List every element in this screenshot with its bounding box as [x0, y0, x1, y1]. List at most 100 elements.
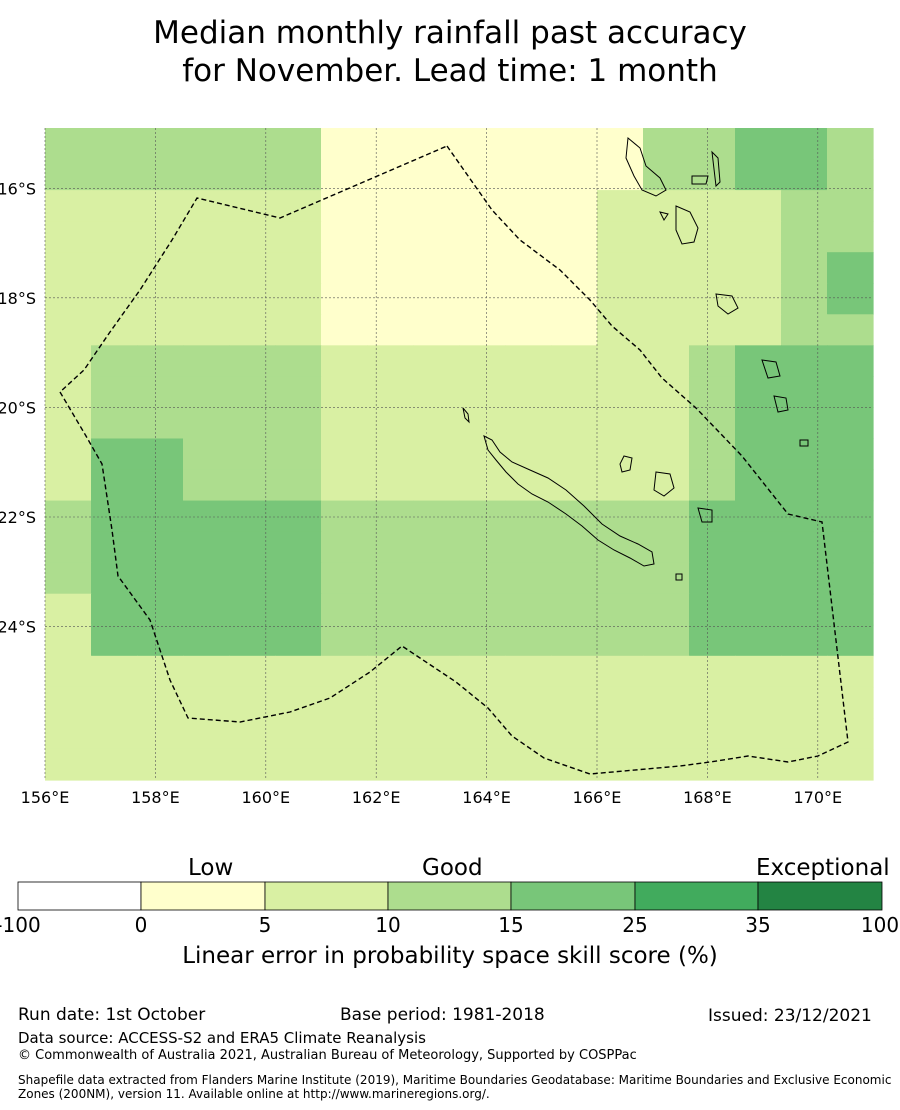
grid-cell — [183, 531, 230, 564]
colorbar-segment — [510, 881, 636, 911]
grid-cell — [597, 376, 644, 409]
grid-cell — [505, 717, 552, 750]
grid-cell — [459, 252, 506, 284]
grid-cell — [137, 717, 184, 750]
grid-cell — [229, 624, 276, 657]
grid-cell — [689, 686, 736, 719]
ambae — [691, 175, 709, 185]
grid-cell — [597, 500, 644, 533]
grid-cell — [781, 655, 828, 688]
grid-cell — [183, 686, 230, 719]
grid-cell — [91, 128, 138, 160]
grid-cell — [413, 345, 460, 377]
grid-cell — [183, 221, 230, 253]
grid-cell — [689, 655, 736, 688]
grid-cell — [597, 686, 644, 719]
grid-cell — [367, 283, 414, 315]
grid-cell — [45, 624, 92, 657]
grid-cell — [643, 469, 690, 502]
grid-cell — [827, 686, 874, 719]
grid-cell — [735, 252, 782, 284]
colorbar-category-exceptional: Exceptional — [756, 855, 890, 881]
grid-cell — [689, 407, 736, 440]
grid-cell — [551, 376, 598, 409]
grid-cell — [781, 190, 828, 222]
grid-cell — [597, 407, 644, 440]
grid-cell — [827, 717, 874, 750]
grid-cell — [597, 314, 644, 346]
grid-cell — [781, 314, 828, 346]
grid-cell — [183, 500, 230, 533]
grid-cell — [183, 717, 230, 750]
grid-cell — [91, 252, 138, 284]
grid-cell — [505, 438, 552, 471]
grid-cell — [183, 128, 230, 160]
grid-cell — [321, 531, 368, 564]
grid-cell — [229, 159, 276, 191]
data-source: Data source: ACCESS-S2 and ERA5 Climate … — [18, 1029, 426, 1047]
longitude-label: 156°E — [21, 788, 70, 807]
grid-cell — [735, 438, 782, 471]
grid-cell — [183, 376, 230, 409]
grid-cell — [367, 624, 414, 657]
grid-cell — [367, 221, 414, 253]
longitude-label: 162°E — [352, 788, 401, 807]
grid-cell — [827, 593, 874, 626]
grid-cell — [91, 159, 138, 191]
grid-cell — [45, 283, 92, 315]
grid-cell — [505, 407, 552, 440]
grid-cell — [459, 624, 506, 657]
grid-cell — [413, 748, 460, 781]
grid-cell — [781, 748, 828, 781]
grid-cell — [413, 407, 460, 440]
grid-cell — [275, 748, 322, 781]
grid-cell — [413, 562, 460, 595]
grid-cell — [413, 500, 460, 533]
grid-cell — [643, 128, 690, 160]
grid-cell — [229, 128, 276, 160]
grid-cell — [91, 562, 138, 595]
grid-cell — [229, 252, 276, 284]
grid-cell — [643, 717, 690, 750]
run-date: Run date: 1st October — [18, 1005, 206, 1025]
grid-cell — [597, 469, 644, 502]
grid-cell — [183, 314, 230, 346]
longitude-label: 170°E — [793, 788, 842, 807]
land-outlines — [462, 137, 809, 581]
grid-cell — [137, 345, 184, 377]
colorbar-tick-6: 35 — [745, 913, 771, 937]
grid-cell — [689, 190, 736, 222]
grid-cell — [551, 252, 598, 284]
grid-cell — [735, 531, 782, 564]
grid-cell — [781, 345, 828, 377]
grid-cell — [183, 438, 230, 471]
grid-cell — [689, 283, 736, 315]
grid-cell — [321, 500, 368, 533]
grid-cell — [137, 500, 184, 533]
new-caledonia-island — [483, 435, 655, 567]
grid-cell — [597, 531, 644, 564]
colorbar-segment — [264, 881, 389, 911]
pentecost — [711, 150, 721, 188]
grid-cell — [321, 469, 368, 502]
grid-cell — [91, 748, 138, 781]
longitude-label: 164°E — [462, 788, 511, 807]
grid-cell — [597, 593, 644, 626]
grid-cell — [781, 407, 828, 440]
colorbar-label: Linear error in probability space skill … — [182, 943, 718, 969]
grid-cell — [459, 345, 506, 377]
grid-cell — [597, 562, 644, 595]
grid-cell — [689, 252, 736, 284]
grid-cell — [183, 407, 230, 440]
grid-cell — [183, 655, 230, 688]
grid-cell — [459, 655, 506, 688]
grid-cell — [137, 190, 184, 222]
grid-cell — [91, 283, 138, 315]
colorbar-segment — [387, 881, 512, 911]
grid-cell — [91, 717, 138, 750]
efate — [715, 293, 739, 315]
lifou-island — [653, 471, 675, 497]
colorbar-segments — [17, 881, 883, 911]
grid-cell — [643, 500, 690, 533]
